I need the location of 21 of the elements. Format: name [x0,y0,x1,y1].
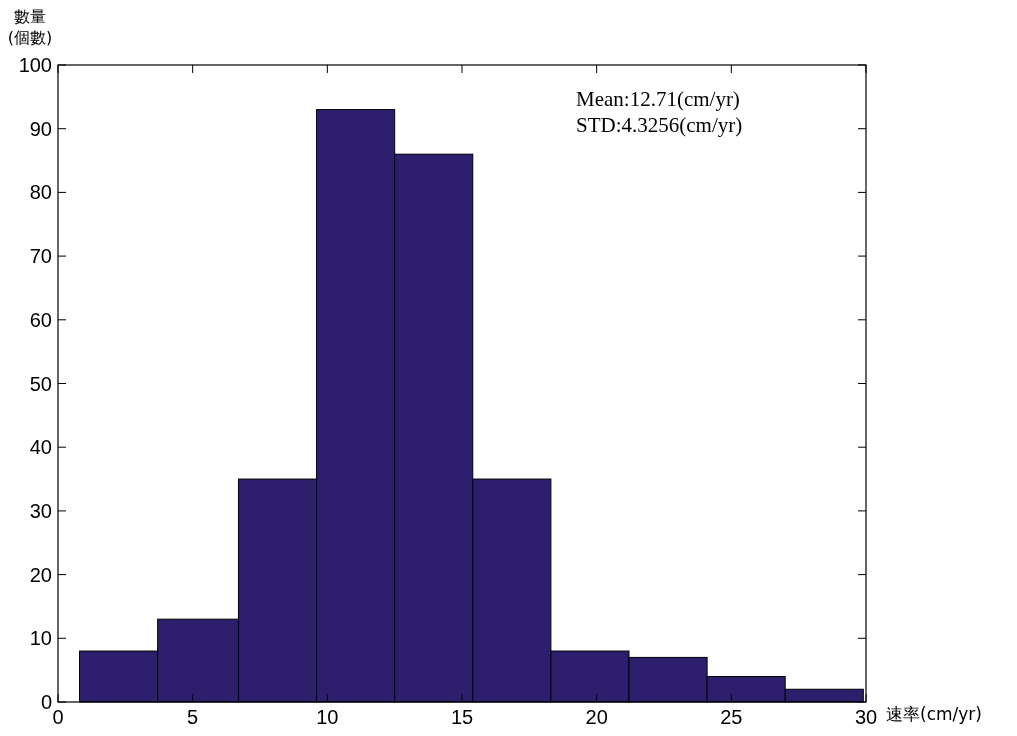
y-tick-label: 60 [29,308,52,331]
y-tick-label: 10 [29,627,52,650]
x-tick-label: 25 [720,706,743,728]
x-tick-label: 30 [854,706,878,728]
x-tick-label: 10 [316,706,339,728]
y-tick-label: 40 [29,436,52,459]
x-tick-label: 5 [187,706,199,728]
x-axis-title: 速率(cm/yr) [886,704,982,724]
y-tick-label: 70 [29,245,52,268]
y-tick-label: 0 [40,691,52,713]
y-tick-label: 30 [29,499,52,522]
y-tick-label: 80 [29,181,52,204]
annotation: Mean:12.71(cm/yr) [576,87,740,111]
y-axis-title: 數量 (個數) [7,7,53,47]
y-tick-label: 20 [29,563,52,586]
y-tick-label: 100 [18,54,52,76]
annotation: STD:4.3256(cm/yr) [576,113,743,137]
x-tick-label: 15 [450,706,474,728]
y-tick-label: 90 [29,117,52,140]
y-tick-label: 50 [29,372,52,395]
x-tick-label: 20 [585,706,608,728]
